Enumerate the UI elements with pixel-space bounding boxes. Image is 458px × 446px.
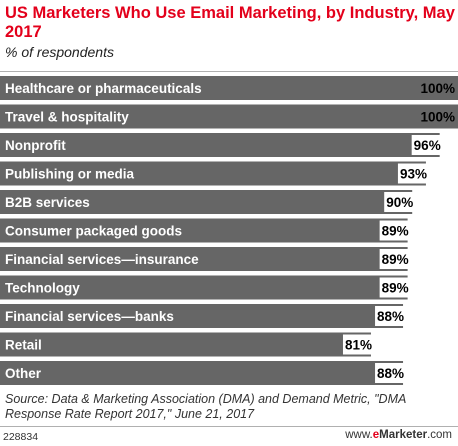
bar-value-label: 100% [420, 110, 455, 125]
bar-4 [0, 190, 413, 214]
brand-suffix: .com [427, 429, 452, 441]
bar-3 [0, 161, 426, 186]
bar-value-label: 89% [382, 252, 409, 267]
bar-category-label: Technology [5, 281, 80, 296]
bar-category-label: Nonprofit [5, 138, 66, 153]
bar-category-label: Travel & hospitality [5, 110, 129, 125]
bar-category-label: Financial services—insurance [5, 252, 199, 267]
bar-chart: Healthcare or pharmaceuticals 100% Travel … [0, 76, 458, 385]
bar-value-label: 88% [377, 309, 404, 324]
bar-value-label: 88% [377, 366, 404, 381]
value-label-background [379, 249, 422, 269]
bar-value-label: 90% [386, 195, 413, 210]
bar-category-label: Healthcare or pharmaceuticals [5, 81, 202, 96]
bar-2 [0, 133, 440, 157]
bar-category-label: Financial services—banks [5, 309, 174, 324]
chart-id: 228834 [3, 431, 39, 443]
bar-7 [0, 275, 408, 300]
bar-category-label: Other [5, 366, 42, 381]
brand-prefix: www. [345, 429, 373, 441]
bar-value-label: 93% [400, 167, 427, 182]
value-label-background [375, 363, 418, 383]
bar-0 [0, 76, 458, 100]
bar-category-label: B2B services [5, 195, 90, 210]
bar-8 [0, 304, 404, 328]
top-divider [0, 71, 458, 72]
value-label-background [384, 192, 427, 212]
chart-title: US Marketers Who Use Email Marketing, by… [5, 4, 455, 41]
bar-value-label: 100% [420, 81, 455, 96]
bar-category-label: Retail [5, 338, 42, 353]
bar-category-label: Consumer packaged goods [5, 224, 182, 239]
brand-name: Marketer [379, 429, 428, 441]
bar-9 [0, 332, 371, 357]
bar-5 [0, 218, 408, 243]
value-label-background [379, 277, 422, 298]
value-label-background [375, 306, 418, 326]
bar-10 [0, 361, 404, 385]
footer-divider [0, 426, 458, 427]
value-label-background [397, 163, 440, 184]
chart-subtitle: % of respondents [5, 44, 114, 60]
bar-value-label: 89% [382, 224, 409, 239]
bar-6 [0, 247, 408, 271]
bar-value-label: 81% [345, 338, 372, 353]
value-label-background [379, 220, 422, 241]
bar-value-label: 96% [414, 138, 441, 153]
bar-category-label: Publishing or media [5, 167, 135, 182]
bar-1 [0, 104, 458, 129]
bar-value-label: 89% [382, 281, 409, 296]
value-label-background [342, 334, 385, 355]
brand-logo: www.eMarketer.com [345, 429, 452, 441]
value-label-background [411, 135, 454, 155]
brand-e: e [372, 429, 380, 441]
source-note: Source: Data & Marketing Association (DM… [5, 392, 406, 421]
